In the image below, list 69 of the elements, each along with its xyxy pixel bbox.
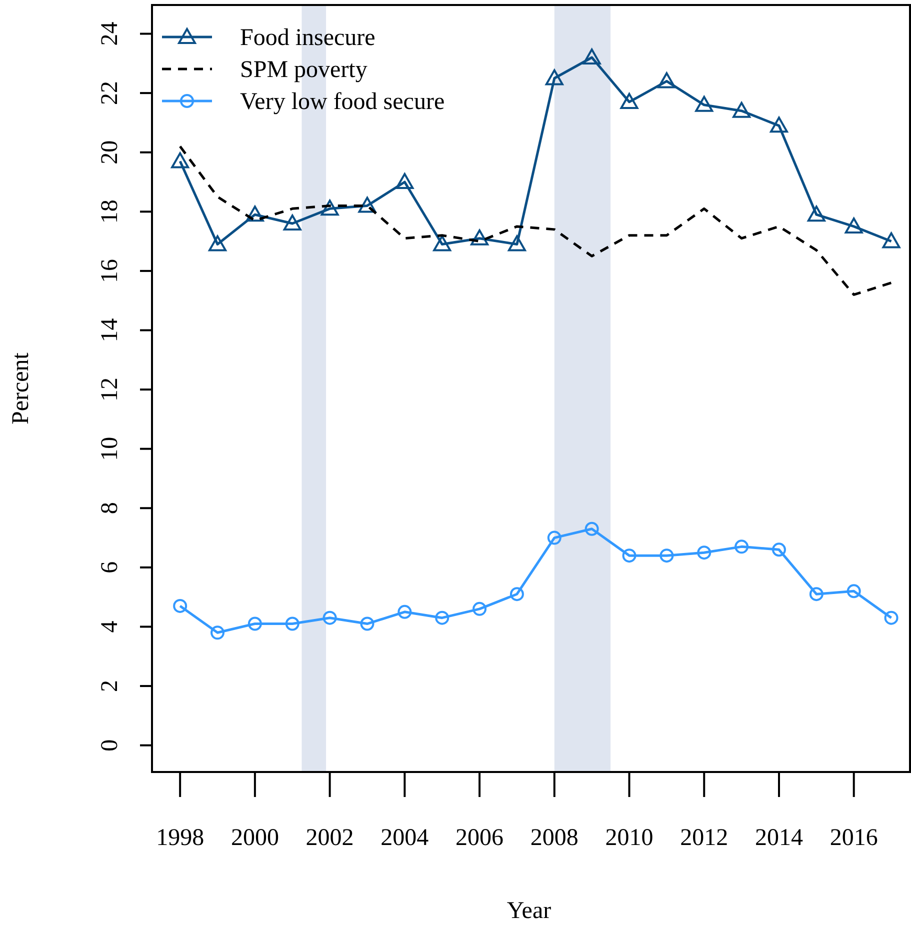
line-series — [178, 145, 893, 296]
point — [320, 200, 339, 216]
x-tick-label: 2010 — [605, 825, 654, 851]
point — [285, 616, 300, 631]
x-tick-label: 2012 — [680, 825, 728, 851]
point — [734, 540, 749, 554]
point — [210, 626, 225, 640]
point — [208, 235, 227, 252]
point — [809, 587, 824, 602]
point — [882, 232, 900, 248]
y-axis-title: Percent — [8, 352, 34, 424]
point — [360, 616, 374, 631]
x-tick-label: 2002 — [306, 825, 354, 851]
point — [732, 102, 751, 118]
point — [695, 96, 714, 112]
point — [322, 610, 337, 625]
point — [582, 48, 601, 64]
point — [620, 92, 638, 109]
y-tick-label: 16 — [97, 258, 123, 283]
point — [772, 542, 786, 557]
point — [844, 217, 863, 234]
y-tick-label: 24 — [97, 22, 123, 46]
legend-label: Very low food secure — [240, 89, 445, 115]
y-tick-label: 2 — [97, 680, 123, 692]
point — [584, 522, 599, 536]
y-tick-label: 0 — [97, 739, 123, 752]
y-tick-label: 10 — [97, 436, 123, 461]
point — [470, 229, 489, 246]
point — [173, 598, 188, 613]
point — [510, 587, 524, 602]
point — [398, 604, 412, 619]
point — [697, 546, 712, 560]
point — [547, 530, 562, 545]
x-axis-title: Year — [506, 898, 552, 924]
point — [545, 69, 564, 86]
point — [622, 548, 636, 563]
y-tick-label: 6 — [97, 561, 123, 574]
y-tick-label: 14 — [97, 318, 123, 342]
point — [472, 602, 487, 616]
point — [171, 152, 190, 168]
y-tick-label: 20 — [97, 140, 123, 164]
point — [246, 206, 264, 222]
x-tick-label: 2014 — [754, 825, 803, 851]
y-tick-label: 22 — [97, 81, 123, 106]
y-tick-label: 8 — [97, 502, 123, 514]
point — [433, 235, 452, 252]
point — [508, 235, 526, 252]
x-tick-label: 1998 — [156, 825, 204, 851]
y-tick-label: 18 — [97, 200, 123, 224]
point — [358, 196, 376, 213]
legend-label: Food insecure — [240, 25, 376, 51]
point — [435, 610, 450, 625]
point — [283, 214, 302, 231]
x-tick-label: 2000 — [230, 825, 279, 851]
point — [248, 616, 262, 631]
point — [846, 584, 861, 598]
point — [658, 72, 676, 88]
y-tick-label: 4 — [97, 620, 123, 633]
x-tick-label: 2006 — [456, 825, 504, 851]
legend-label: SPM poverty — [240, 57, 368, 83]
x-tick-label: 2016 — [830, 825, 878, 851]
y-tick-label: 12 — [97, 378, 123, 402]
point — [660, 548, 674, 563]
point — [396, 173, 414, 189]
point — [807, 206, 826, 222]
x-tick-label: 2008 — [530, 825, 578, 851]
x-tick-label: 2004 — [380, 825, 429, 851]
point — [770, 116, 788, 133]
point — [884, 610, 898, 625]
